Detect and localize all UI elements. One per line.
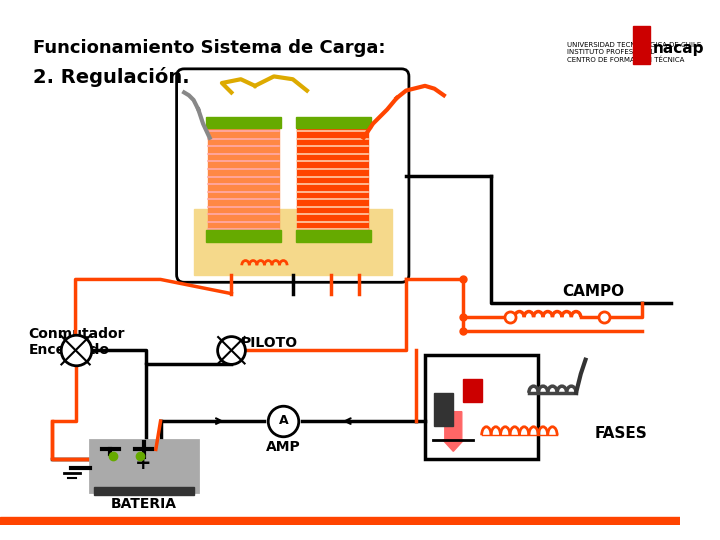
Text: FASES: FASES	[595, 426, 648, 441]
Bar	[194, 208, 392, 275]
Bar	[434, 393, 454, 426]
Bar	[297, 124, 369, 237]
Bar	[90, 440, 198, 492]
Text: Funcionamiento Sistema de Carga:: Funcionamiento Sistema de Carga:	[33, 39, 385, 57]
Text: BATERIA: BATERIA	[111, 497, 176, 511]
Text: nacap: nacap	[652, 40, 704, 56]
Text: 2. Regulación.: 2. Regulación.	[33, 67, 189, 87]
Text: Conmutador
Encendido: Conmutador Encendido	[28, 327, 125, 357]
Bar	[633, 26, 649, 64]
Bar	[0, 517, 680, 525]
Text: A: A	[279, 414, 288, 427]
Bar	[206, 231, 282, 242]
Text: PILOTO: PILOTO	[240, 336, 298, 350]
FancyBboxPatch shape	[176, 69, 409, 282]
Text: AMP: AMP	[266, 440, 301, 454]
Bar	[296, 117, 371, 129]
Bar	[208, 124, 279, 237]
Bar	[206, 117, 282, 129]
Bar	[425, 355, 539, 459]
Bar	[296, 231, 371, 242]
Text: CAMPO: CAMPO	[562, 284, 624, 299]
FancyArrow shape	[443, 411, 464, 451]
Bar	[94, 487, 194, 495]
Text: +: +	[135, 454, 152, 473]
Text: UNIVERSIDAD TECNOLÓGICA DE CHILE
INSTITUTO PROFESIONAL
CENTRO DE FORMACIÓN TÉCNI: UNIVERSIDAD TECNOLÓGICA DE CHILE INSTITU…	[567, 42, 701, 63]
Bar	[463, 379, 482, 402]
